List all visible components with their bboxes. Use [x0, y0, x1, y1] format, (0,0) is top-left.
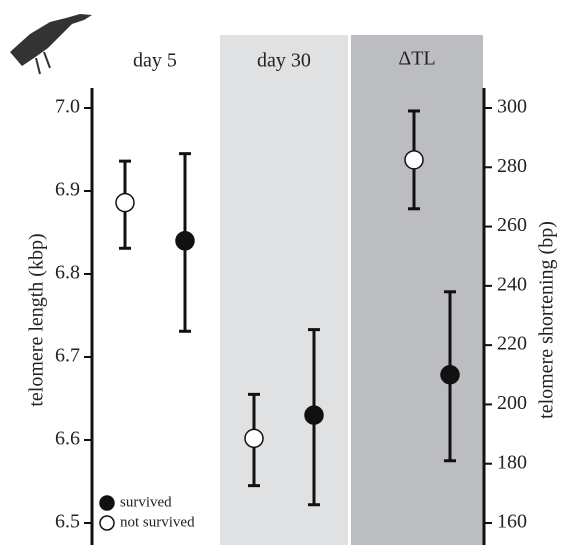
y-tick-label: 6.9	[55, 179, 80, 201]
panel-delta	[351, 35, 483, 545]
y-tick-label: 7.0	[55, 96, 80, 118]
point	[175, 231, 195, 251]
y-tick-label: 6.7	[55, 345, 80, 367]
legend-marker	[99, 515, 115, 531]
y2-tick-label: 180	[497, 451, 527, 473]
panel-day30	[220, 35, 348, 545]
point	[404, 150, 424, 170]
y2-tick-label: 220	[497, 333, 527, 355]
legend-marker	[99, 495, 115, 511]
y2-tick-label: 160	[497, 511, 527, 533]
y2-tick-label: 280	[497, 155, 527, 177]
y-axis-label: telomere length (kbp)	[26, 233, 48, 406]
panel-label: ΔTL	[398, 48, 435, 70]
point	[440, 365, 460, 385]
y-tick-label: 6.8	[55, 262, 80, 284]
y2-tick-label: 200	[497, 392, 527, 414]
legend-label: not survived	[120, 514, 195, 530]
y2-tick-label: 240	[497, 273, 527, 295]
y-tick-label: 6.5	[55, 511, 80, 533]
point	[304, 405, 324, 425]
y2-tick-label: 260	[497, 214, 527, 236]
panel-label: day 30	[257, 50, 311, 72]
point	[244, 428, 264, 449]
y-tick-label: 6.6	[55, 428, 80, 450]
bird-icon	[10, 14, 92, 75]
point	[115, 192, 135, 213]
panel-label: day 5	[133, 50, 177, 72]
y2-tick-label: 300	[497, 96, 527, 118]
legend-label: survived	[120, 494, 172, 510]
y2-axis-label: telomere shortening (bp)	[536, 221, 558, 419]
